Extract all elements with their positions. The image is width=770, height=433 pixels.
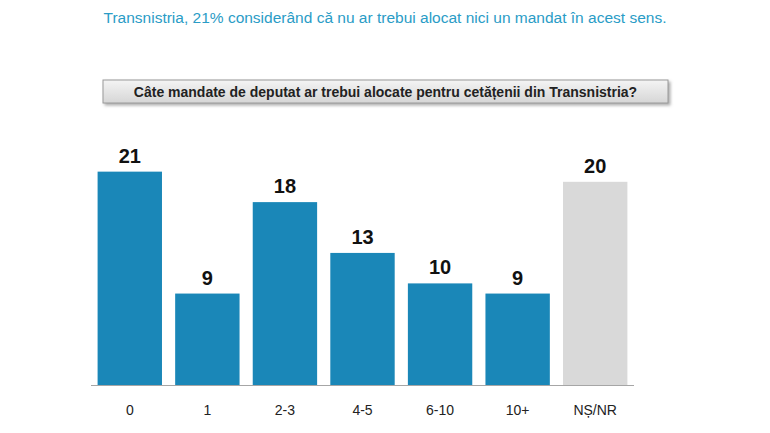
y-axis (91, 131, 92, 385)
data-label: 9 (202, 267, 213, 289)
bar (330, 253, 394, 385)
bar (485, 294, 549, 385)
tick-label: 0 (126, 402, 134, 418)
x-axis (91, 385, 634, 386)
bar (175, 294, 239, 385)
data-label: 18 (274, 175, 296, 197)
title-box (103, 80, 668, 103)
bar (563, 182, 627, 385)
labels: 21 0 9 1 18 2-3 13 4-5 10 6-10 9 10+ 20 NȘ/NR (119, 145, 617, 418)
tick-label: 1 (203, 402, 211, 418)
bar (408, 283, 472, 385)
tick-label: 2-3 (275, 402, 295, 418)
title: Câte mandate de deputat ar trebui alocat… (134, 84, 637, 100)
bars (98, 172, 628, 385)
data-label: 10 (429, 256, 451, 278)
chart: Transnistria, 21% considerând că nu ar t… (0, 0, 770, 433)
subtitle: Transnistria, 21% considerând că nu ar t… (104, 9, 667, 26)
data-label: 20 (584, 155, 606, 177)
data-label: 21 (119, 145, 141, 167)
tick-label: 6-10 (426, 402, 454, 418)
data-label: 9 (512, 267, 523, 289)
tick-label: 10+ (506, 402, 530, 418)
data-label: 13 (351, 226, 373, 248)
tick-label: NȘ/NR (573, 402, 617, 418)
bar (98, 172, 162, 385)
bar (253, 202, 317, 385)
tick-label: 4-5 (352, 402, 372, 418)
